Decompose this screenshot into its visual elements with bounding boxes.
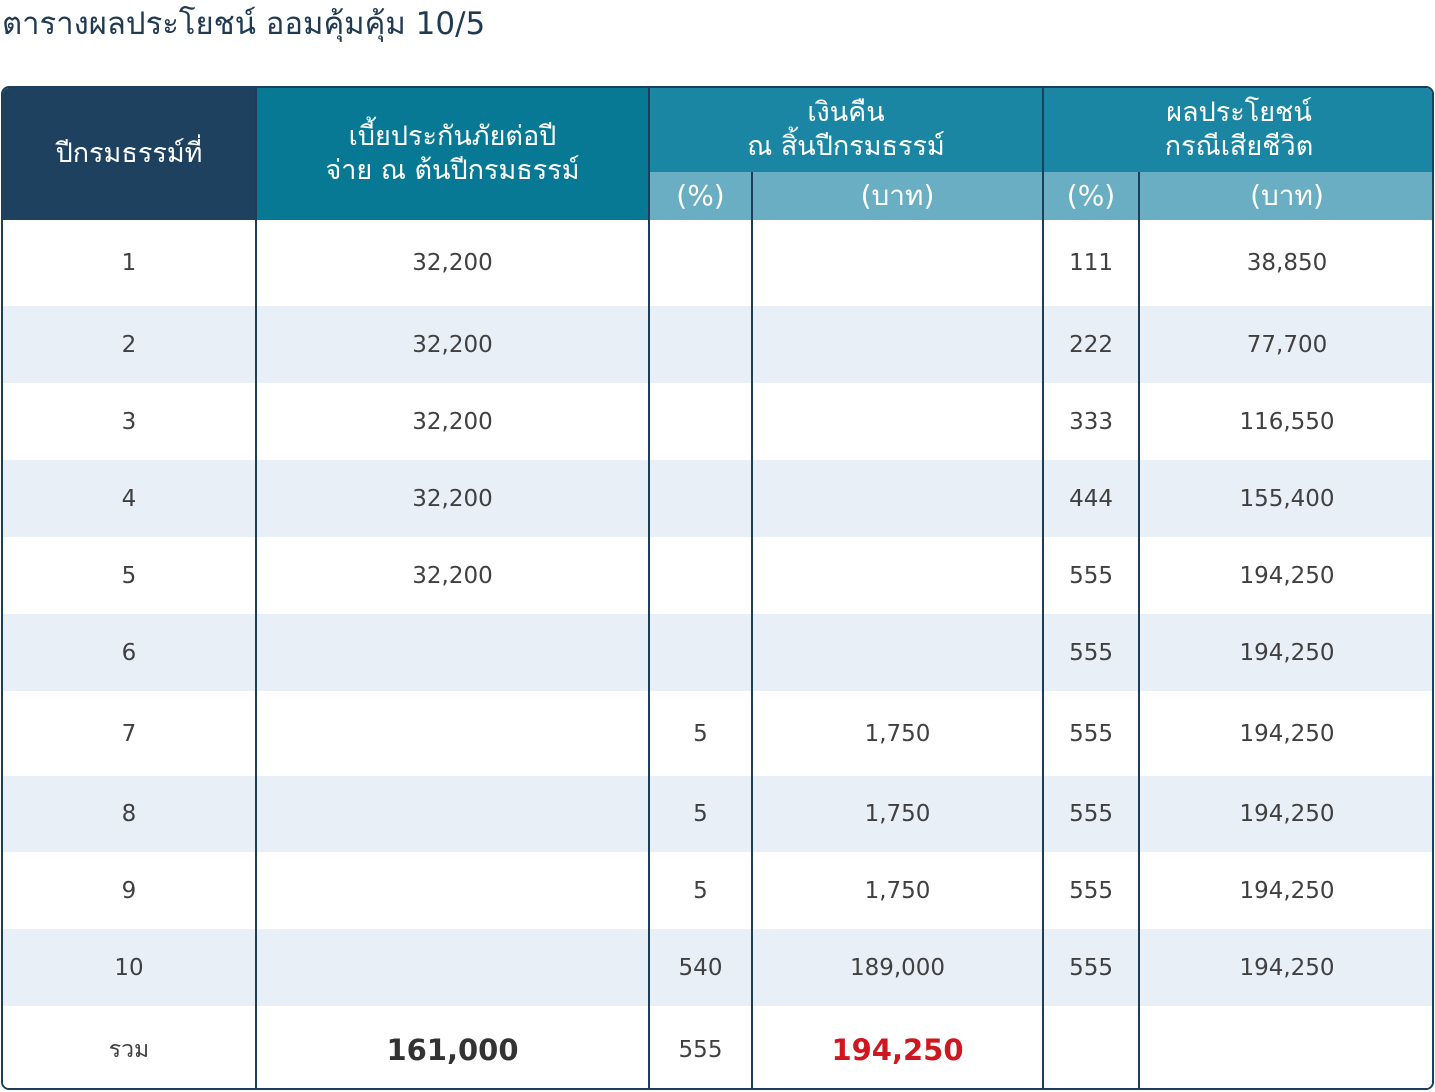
cell-death-baht: 194,250: [1138, 776, 1432, 852]
cell-year: 4: [3, 460, 256, 537]
cell-premium: [255, 852, 649, 929]
cell-year: 9: [121, 877, 137, 904]
cell-death-percent: 555: [1042, 537, 1140, 614]
benefit-table: ปีกรมธรรม์ที่ เบี้ยประกันภัยต่อปี จ่าย ณ…: [3, 88, 1432, 1088]
header-death-percent: (%): [1042, 172, 1140, 220]
cell-year: 8: [3, 776, 256, 852]
cell-cash-percent: 5: [648, 776, 752, 852]
cell-cash-percent: [648, 614, 752, 691]
header-death-benefit: ผลประโยชน์ กรณีเสียชีวิต: [1042, 88, 1432, 172]
cell-year: 6: [3, 614, 256, 691]
table-row: 2 32,200 222 77,700: [3, 306, 1432, 383]
cell-cash-baht: [750, 383, 1044, 460]
cell-cash-baht: 189,000: [750, 929, 1044, 1006]
page-title: ตารางผลประโยชน์ ออมคุ้มคุ้ม 10/5: [2, 6, 486, 42]
table-row: 10 540 189,000 555 194,250: [3, 929, 1432, 1006]
table-row: 8 5 1,750 555 194,250: [3, 776, 1432, 852]
cell-year: 7: [121, 720, 137, 747]
header-cash-percent: (%): [648, 172, 752, 220]
cell-premium: [255, 691, 649, 776]
header-cash-baht: (บาท): [750, 172, 1044, 220]
table-row: 1 32,200 111 38,850: [3, 220, 1432, 306]
cell-cash-percent: [648, 537, 752, 614]
total-death-percent: [1042, 1006, 1140, 1088]
header-cash-return: เงินคืน ณ สิ้นปีกรมธรรม์: [647, 88, 1044, 172]
cell-death-baht: 194,250: [1138, 691, 1432, 776]
cell-cash-percent: 5: [648, 852, 752, 929]
header-policy-year: ปีกรมธรรม์ที่: [3, 88, 256, 220]
cell-premium: [255, 614, 649, 691]
cell-death-baht: 155,400: [1138, 460, 1432, 537]
cell-death-baht: 77,700: [1138, 306, 1432, 383]
table-row: 4 32,200 444 155,400: [3, 460, 1432, 537]
total-death-baht: [1138, 1006, 1432, 1088]
cell-cash-percent: [648, 460, 752, 537]
table-row: 5 32,200 555 194,250: [3, 537, 1432, 614]
cell-death-percent: 444: [1042, 460, 1140, 537]
cell-cash-percent: 5: [648, 691, 752, 776]
table-row: 6 555 194,250: [3, 614, 1432, 691]
cell-cash-baht: 1,750: [750, 852, 1044, 929]
cell-year: 5: [121, 562, 137, 589]
total-cash-percent: 555: [648, 1006, 752, 1088]
cell-cash-percent: [648, 220, 752, 306]
cell-cash-baht: [750, 460, 1044, 537]
cell-year: 3: [121, 408, 137, 435]
cell-death-percent: 222: [1042, 306, 1140, 383]
cell-premium: [255, 929, 649, 1006]
header-death-line1: ผลประโยชน์: [1166, 97, 1312, 128]
cell-death-baht: 194,250: [1138, 614, 1432, 691]
cell-death-baht: 194,250: [1138, 852, 1432, 929]
cell-death-percent: 555: [1042, 776, 1140, 852]
header-cash-line1: เงินคืน: [807, 97, 885, 128]
benefit-table-container: ปีกรมธรรม์ที่ เบี้ยประกันภัยต่อปี จ่าย ณ…: [1, 86, 1434, 1090]
cell-cash-percent: [648, 306, 752, 383]
cell-death-baht: 194,250: [1138, 537, 1432, 614]
cell-cash-percent: 540: [648, 929, 752, 1006]
cell-death-baht: 38,850: [1138, 220, 1432, 306]
cell-cash-baht: 1,750: [750, 776, 1044, 852]
cell-year: 1: [121, 250, 137, 276]
header-cash-line2: ณ สิ้นปีกรมธรรม์: [747, 131, 945, 162]
header-premium-line2: จ่าย ณ ต้นปีกรมธรรม์: [325, 155, 580, 186]
cell-cash-baht: [750, 537, 1044, 614]
cell-death-baht: 194,250: [1138, 929, 1432, 1006]
cell-premium: 32,200: [255, 220, 649, 306]
cell-death-percent: 555: [1042, 691, 1140, 776]
total-premium: 161,000: [255, 1006, 649, 1088]
header-death-baht: (บาท): [1138, 172, 1432, 220]
cell-cash-baht: [750, 306, 1044, 383]
cell-premium: 32,200: [255, 460, 649, 537]
cell-premium: 32,200: [255, 537, 649, 614]
header-death-line2: กรณีเสียชีวิต: [1164, 131, 1314, 162]
header-premium-line1: เบี้ยประกันภัยต่อปี: [348, 121, 557, 152]
cell-premium: [255, 776, 649, 852]
cell-year: 2: [3, 306, 256, 383]
cell-death-baht: 116,550: [1138, 383, 1432, 460]
cell-death-percent: 333: [1042, 383, 1140, 460]
total-row: รวม 161,000 555 194,250: [3, 1006, 1432, 1088]
header-policy-year-label: ปีกรมธรรม์ที่: [55, 138, 203, 169]
table-row: 7 5 1,750 555 194,250: [3, 691, 1432, 776]
header-premium: เบี้ยประกันภัยต่อปี จ่าย ณ ต้นปีกรมธรรม์: [255, 88, 649, 220]
cell-cash-percent: [648, 383, 752, 460]
table-row: 3 32,200 333 116,550: [3, 383, 1432, 460]
cell-cash-baht: [750, 614, 1044, 691]
cell-year: 10: [3, 929, 256, 1006]
cell-premium: 32,200: [255, 383, 649, 460]
cell-death-percent: 111: [1042, 220, 1140, 306]
cell-premium: 32,200: [255, 306, 649, 383]
cell-cash-baht: [750, 220, 1044, 306]
cell-death-percent: 555: [1042, 929, 1140, 1006]
cell-cash-baht: 1,750: [750, 691, 1044, 776]
cell-death-percent: 555: [1042, 614, 1140, 691]
cell-death-percent: 555: [1042, 852, 1140, 929]
total-label: รวม: [3, 1006, 256, 1088]
table-row: 9 5 1,750 555 194,250: [3, 852, 1432, 929]
total-cash-baht: 194,250: [750, 1006, 1044, 1088]
